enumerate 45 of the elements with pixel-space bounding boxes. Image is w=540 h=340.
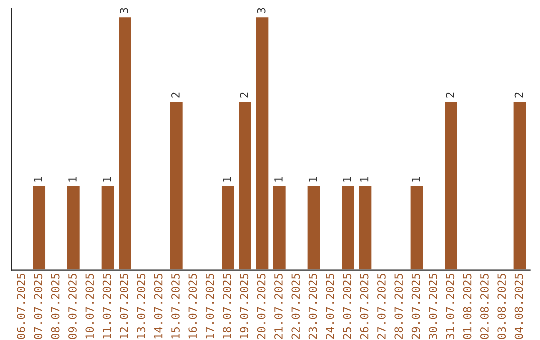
x-tick-label: 21.07.2025 (274, 274, 283, 340)
data-label: 2 (514, 92, 524, 98)
x-tick-label: 30.07.2025 (429, 274, 438, 340)
x-tick-label: 20.07.2025 (257, 274, 266, 340)
data-label: 1 (308, 177, 318, 182)
x-tick-label: 13.07.2025 (137, 274, 146, 339)
x-tick-label: 17.07.2025 (206, 274, 214, 339)
x-tick-label: 29.07.2025 (412, 274, 420, 340)
x-tick-label: 31.07.2025 (446, 274, 455, 340)
data-label: 1 (34, 177, 42, 182)
x-tick-label: 19.07.2025 (240, 274, 249, 339)
x-tick-label: 02.08.2025 (480, 274, 489, 340)
data-label: 1 (274, 177, 283, 182)
x-tick-label: 07.07.2025 (34, 274, 43, 340)
x-tick-label: 01.08.2025 (463, 274, 472, 340)
data-label: 1 (223, 177, 232, 182)
x-tick-label: 16.07.2025 (188, 274, 198, 339)
data-label: 3 (257, 8, 266, 14)
x-tick-label: 11.07.2025 (102, 274, 112, 339)
x-tick-label: 12.07.2025 (120, 274, 128, 339)
data-label: 2 (172, 92, 180, 98)
data-label: 2 (446, 92, 454, 98)
x-tick-label: 22.07.2025 (292, 274, 300, 340)
x-tick-label: 26.07.2025 (360, 274, 369, 340)
x-tick-label: 10.07.2025 (86, 274, 94, 339)
x-tick-label: 04.08.2025 (514, 274, 524, 340)
data-label: 1 (360, 177, 369, 182)
data-label: 2 (240, 92, 248, 98)
data-label: 1 (343, 177, 352, 182)
x-tick-label: 03.08.2025 (498, 274, 506, 340)
x-tick-label: 18.07.2025 (223, 274, 232, 339)
data-label: 1 (68, 177, 77, 182)
data-label: 1 (412, 177, 420, 182)
x-tick-label: 15.07.2025 (172, 274, 180, 339)
x-tick-label: 14.07.2025 (154, 274, 163, 339)
x-tick-label: 28.07.2025 (394, 274, 404, 340)
x-tick-label: 06.07.2025 (17, 274, 26, 340)
x-tick-label: 08.07.2025 (51, 274, 60, 340)
data-label: 3 (120, 8, 128, 14)
x-tick-label: 27.07.2025 (378, 274, 386, 340)
data-label: 1 (103, 177, 112, 182)
x-tick-label: 23.07.2025 (308, 274, 318, 340)
x-tick-label: 09.07.2025 (68, 274, 77, 340)
x-tick-label: 24.07.2025 (326, 274, 334, 340)
x-tick-label: 25.07.2025 (343, 274, 352, 340)
